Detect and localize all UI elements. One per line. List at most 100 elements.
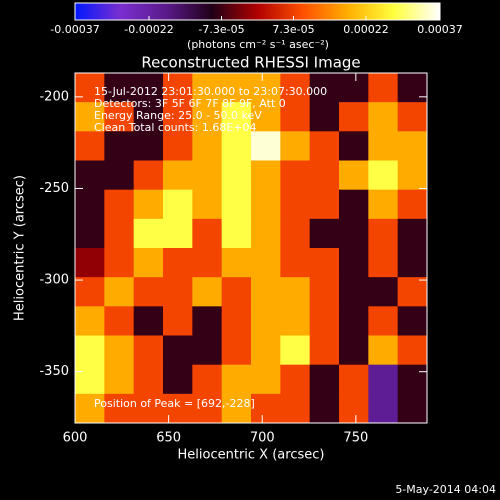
heatmap-cell — [75, 218, 105, 249]
heatmap-cell — [368, 189, 399, 220]
colorbar-tick-label: 0.00022 — [343, 23, 389, 36]
heatmap-cell — [368, 73, 399, 103]
heatmap-cell — [104, 364, 135, 395]
heatmap-cell — [251, 102, 281, 132]
heatmap-cell — [339, 218, 369, 249]
heatmap-cell — [397, 306, 428, 336]
heatmap-cell — [104, 189, 135, 220]
heatmap-cell — [133, 393, 164, 424]
peak-annotation: Position of Peak = [692,-228] — [94, 397, 255, 410]
y-axis-title: Heliocentric Y (arcsec) — [13, 175, 28, 321]
heatmap-cell — [251, 73, 281, 103]
heatmap-cell — [192, 218, 223, 249]
heatmap-cell — [192, 393, 223, 424]
heatmap-cell — [133, 189, 164, 220]
heatmap-cell — [309, 73, 340, 103]
heatmap-cell — [75, 364, 105, 395]
annotation: Energy Range: 25.0 - 50.0 keV — [94, 109, 262, 122]
heatmap-cell — [309, 160, 340, 191]
heatmap-cell — [104, 393, 135, 424]
colorbar-tick-label: -7.3e-05 — [198, 23, 244, 36]
heatmap-cell — [192, 131, 223, 161]
heatmap-cell — [163, 160, 193, 191]
heatmap-cell — [221, 277, 252, 307]
heatmap-cell — [339, 393, 369, 424]
heatmap-cell — [368, 218, 399, 249]
heatmap-cell — [221, 102, 252, 132]
heatmap-cell — [221, 131, 252, 161]
heatmap-cell — [221, 364, 252, 395]
colorbar-tick-label: -0.00022 — [124, 23, 173, 36]
heatmap-cell — [397, 189, 428, 220]
heatmap-cell — [339, 364, 369, 395]
heatmap-cell — [309, 335, 340, 366]
heatmap-cell — [397, 393, 428, 424]
heatmap-cell — [368, 160, 399, 191]
heatmap-cell — [104, 131, 135, 161]
y-tick-label: -350 — [39, 364, 69, 379]
heatmap-cell — [280, 218, 311, 249]
heatmap-cell — [192, 189, 223, 220]
heatmap-cell — [163, 306, 193, 336]
heatmap-cell — [133, 277, 164, 307]
heatmap-cell — [280, 131, 311, 161]
heatmap-cell — [192, 102, 223, 132]
heatmap-cell — [104, 102, 135, 132]
heatmap-cell — [339, 73, 369, 103]
annotation: Detectors: 3F 5F 6F 7F 8F 9F, Att 0 — [94, 97, 286, 110]
heatmap-cell — [221, 189, 252, 220]
heatmap-cell — [368, 364, 399, 395]
heatmap-cell — [192, 73, 223, 103]
heatmap-cell — [75, 189, 105, 220]
heatmap-cell — [163, 335, 193, 366]
heatmap-cell — [251, 218, 281, 249]
heatmap-cell — [133, 335, 164, 366]
heatmap-cell — [280, 393, 311, 424]
heatmap-cell — [104, 335, 135, 366]
heatmap-cell — [192, 248, 223, 278]
heatmap-cell — [280, 73, 311, 103]
heatmap-cell — [104, 306, 135, 336]
heatmap-cell — [397, 131, 428, 161]
heatmap-cell — [163, 189, 193, 220]
heatmap-cell — [309, 218, 340, 249]
heatmap-cell — [368, 306, 399, 336]
heatmap-cell — [280, 189, 311, 220]
x-tick-label: 600 — [63, 431, 88, 446]
heatmap-cell — [133, 131, 164, 161]
heatmap-cell — [368, 131, 399, 161]
x-tick-label: 700 — [250, 431, 275, 446]
heatmap-cell — [339, 306, 369, 336]
heatmap-cell — [368, 277, 399, 307]
heatmap-cell — [104, 218, 135, 249]
heatmap-cell — [280, 335, 311, 366]
heatmap-cell — [339, 102, 369, 132]
heatmap-cell — [163, 248, 193, 278]
heatmap-cell — [75, 248, 105, 278]
heatmap-cell — [309, 248, 340, 278]
heatmap-cell — [368, 248, 399, 278]
heatmap-cell — [133, 306, 164, 336]
heatmap-cell — [251, 160, 281, 191]
colorbar-label: (photons cm⁻² s⁻¹ asec⁻²) — [187, 38, 329, 51]
heatmap-cell — [221, 393, 252, 424]
heatmap-cell — [339, 277, 369, 307]
heatmap-cell — [251, 189, 281, 220]
heatmap-cell — [192, 277, 223, 307]
heatmap-cell — [133, 364, 164, 395]
heatmap-cell — [280, 160, 311, 191]
heatmap-cell — [309, 393, 340, 424]
heatmap-cell — [104, 160, 135, 191]
heatmap-cell — [192, 160, 223, 191]
footer: 5-May-2014 04:04 — [395, 483, 496, 496]
heatmap-cell — [280, 306, 311, 336]
heatmap-cell — [163, 393, 193, 424]
heatmap-cell — [397, 335, 428, 366]
heatmap-cell — [133, 248, 164, 278]
heatmap-cell — [368, 393, 399, 424]
heatmap-cell — [280, 277, 311, 307]
plot-frame — [74, 72, 428, 424]
colorbar-tick-label: -0.00037 — [50, 23, 99, 36]
heatmap-cell — [339, 160, 369, 191]
